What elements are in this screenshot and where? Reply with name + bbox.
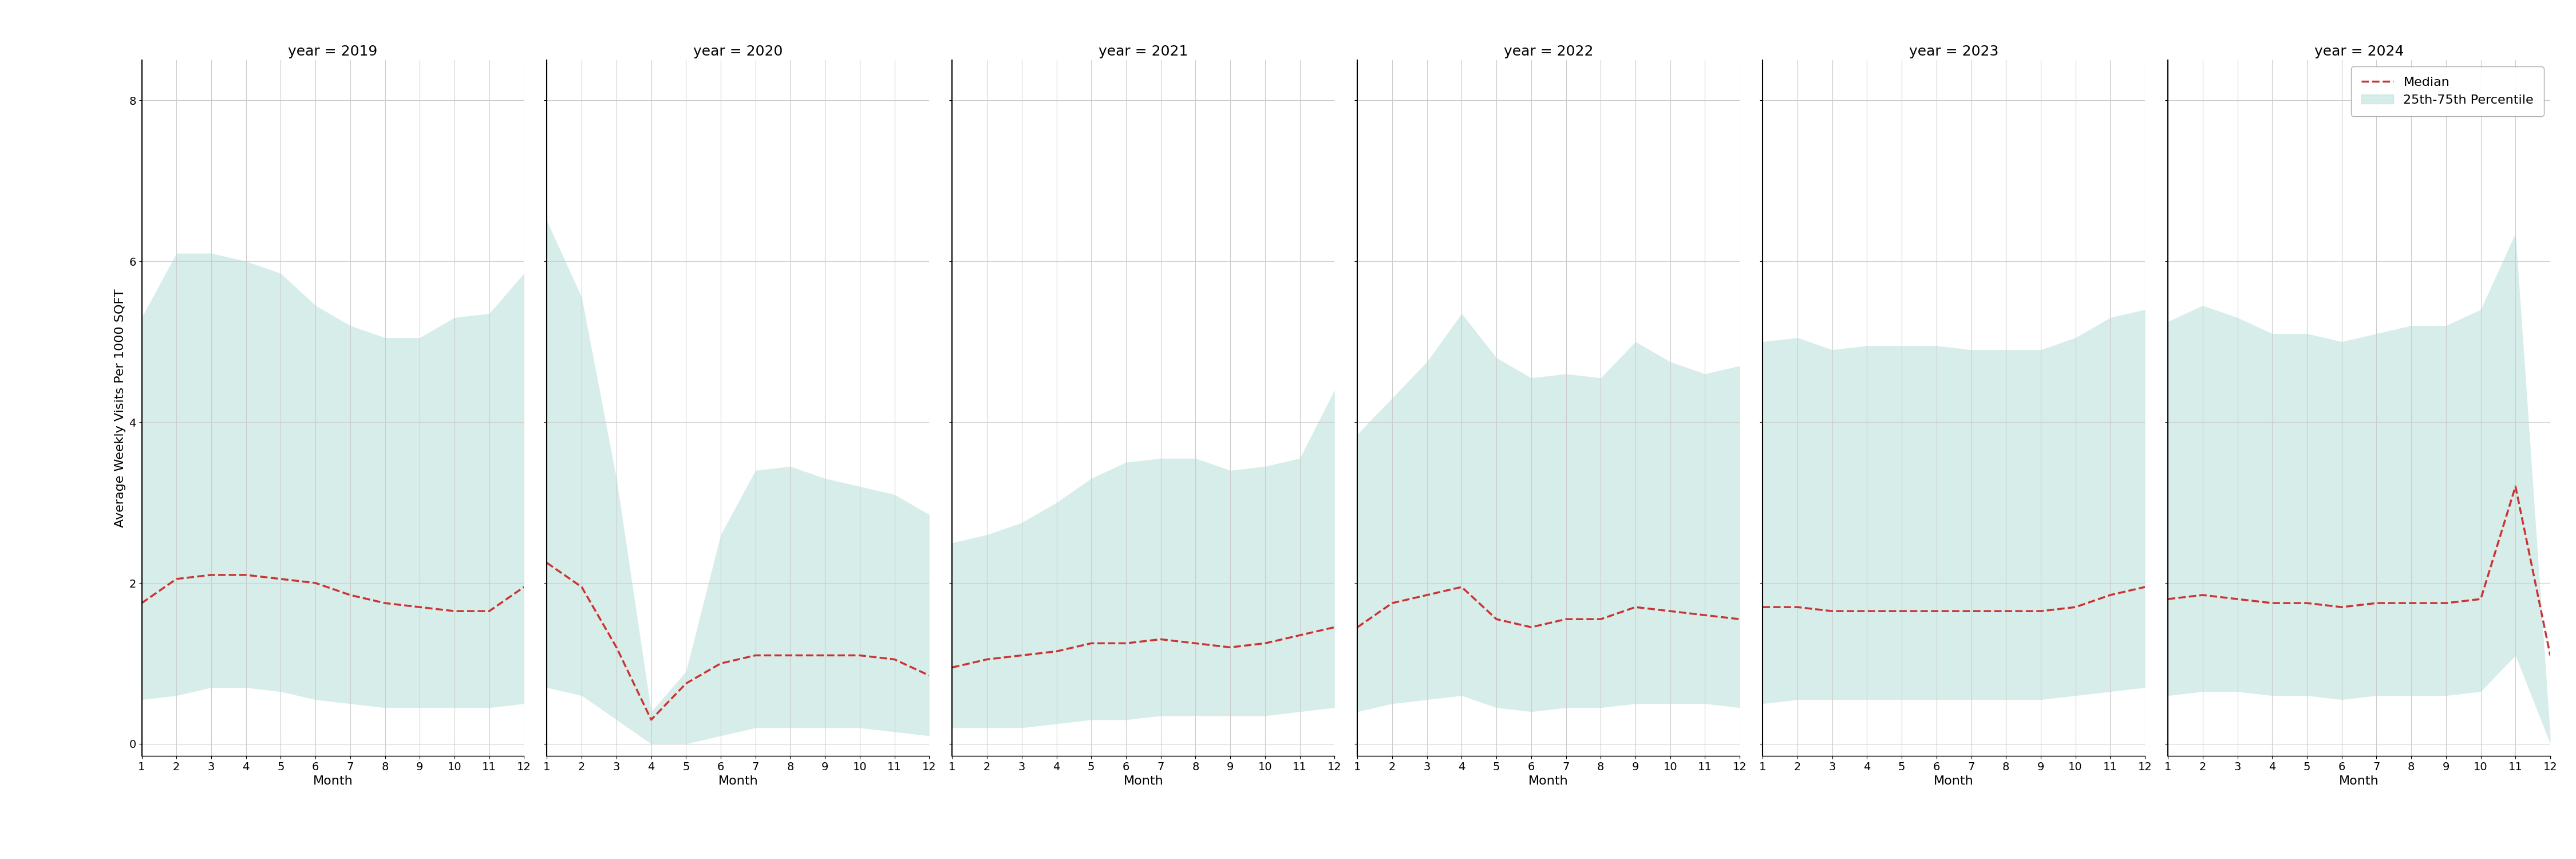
Title: year = 2021: year = 2021	[1097, 45, 1188, 58]
Y-axis label: Average Weekly Visits Per 1000 SQFT: Average Weekly Visits Per 1000 SQFT	[113, 289, 126, 527]
X-axis label: Month: Month	[1528, 776, 1569, 787]
X-axis label: Month: Month	[719, 776, 757, 787]
Title: year = 2022: year = 2022	[1504, 45, 1595, 58]
Title: year = 2023: year = 2023	[1909, 45, 1999, 58]
X-axis label: Month: Month	[1123, 776, 1164, 787]
Title: year = 2019: year = 2019	[289, 45, 379, 58]
Legend: Median, 25th-75th Percentile: Median, 25th-75th Percentile	[2352, 66, 2545, 116]
Title: year = 2024: year = 2024	[2313, 45, 2403, 58]
Title: year = 2020: year = 2020	[693, 45, 783, 58]
X-axis label: Month: Month	[312, 776, 353, 787]
X-axis label: Month: Month	[2339, 776, 2380, 787]
X-axis label: Month: Month	[1935, 776, 1973, 787]
